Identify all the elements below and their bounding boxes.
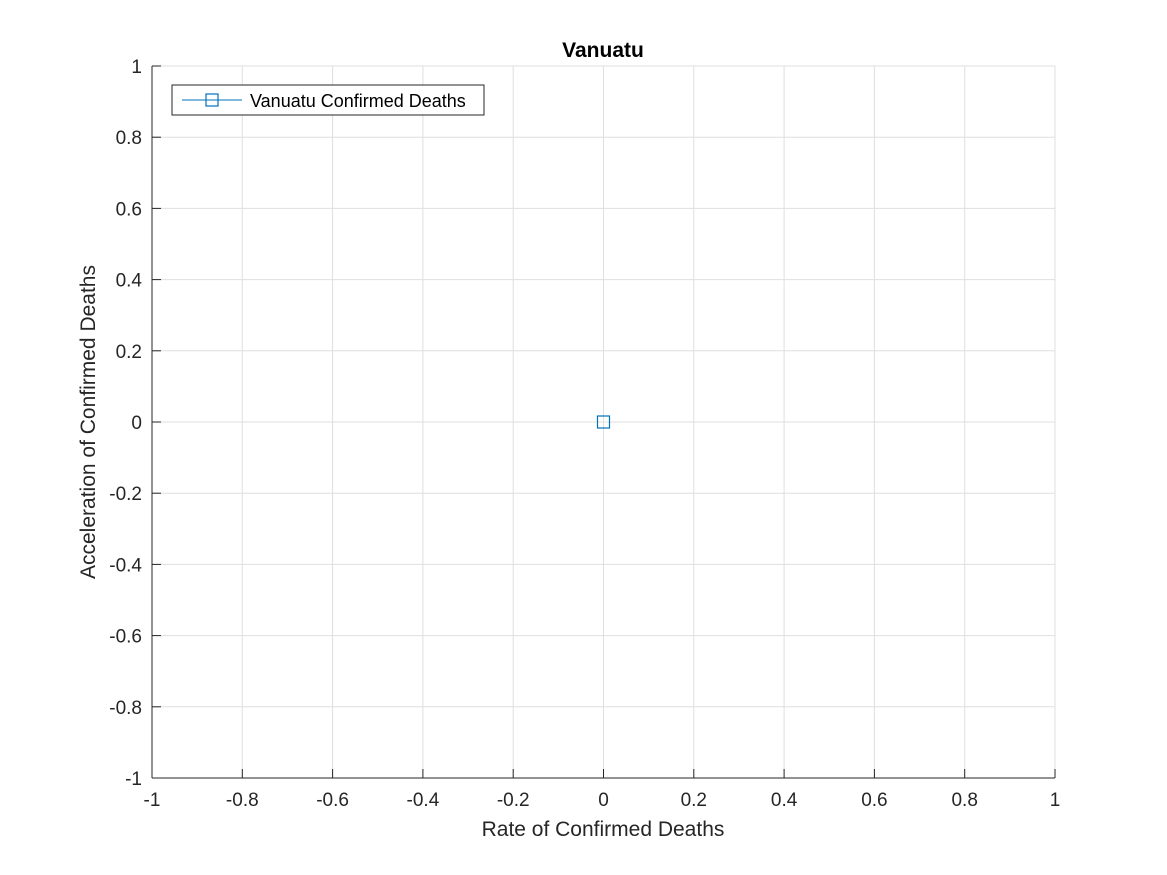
y-tick-label: 0: [131, 413, 142, 434]
y-tick-label: -1: [125, 769, 142, 790]
y-tick-label: -0.6: [109, 627, 142, 648]
chart-title: Vanuatu: [562, 39, 644, 62]
y-tick-label: -0.2: [109, 484, 142, 505]
y-tick-label: 0.6: [116, 199, 142, 220]
y-tick-label: 1: [131, 57, 142, 78]
x-tick-label: 0.8: [951, 790, 977, 811]
x-tick-label: 0.2: [681, 790, 707, 811]
x-tick-label: -0.2: [497, 790, 530, 811]
y-tick-label: -0.4: [109, 555, 142, 576]
x-tick-label: -0.4: [407, 790, 440, 811]
y-tick-labels: -1 -0.8 -0.6 -0.4 -0.2 0 0.2 0.4 0.6 0.8 1: [109, 57, 142, 790]
legend-entry-label: Vanuatu Confirmed Deaths: [250, 91, 466, 111]
x-tick-label: 0.6: [861, 790, 887, 811]
y-tick-label: -0.8: [109, 698, 142, 719]
x-axis-title: Rate of Confirmed Deaths: [482, 818, 725, 841]
tick-marks: [151, 65, 1056, 779]
y-tick-label: 0.8: [116, 128, 142, 149]
x-tick-label: -0.8: [226, 790, 259, 811]
data-point-marker: [596, 415, 611, 429]
x-tick-label: -0.6: [316, 790, 349, 811]
x-tick-label: 0.4: [771, 790, 798, 811]
y-tick-label: 0.4: [116, 271, 143, 292]
x-tick-labels: -1 -0.8 -0.6 -0.4 -0.2 0 0.2 0.4 0.6 0.8 1: [144, 790, 1061, 811]
legend-marker-square: [205, 93, 219, 107]
plot-area: -1 -0.8 -0.6 -0.4 -0.2 0 0.2 0.4 0.6 0.8 1 -1-0.8-…: [109, 57, 1060, 811]
x-tick-label: -1: [144, 790, 161, 811]
x-tick-label: 0: [598, 790, 609, 811]
y-axis-title: Acceleration of Confirmed Deaths: [77, 265, 100, 579]
y-tick-label: 0.2: [116, 342, 142, 363]
legend: Vanuatu Confirmed Deaths: [171, 84, 485, 116]
x-tick-label: 1: [1050, 790, 1061, 811]
series-markers: [596, 415, 611, 429]
